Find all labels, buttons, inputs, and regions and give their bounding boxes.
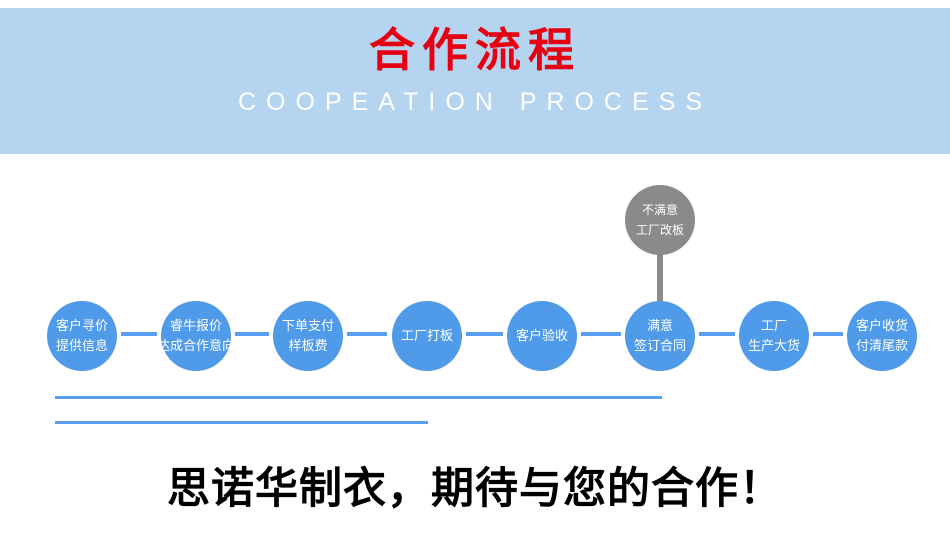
step-label-line2: 生产大货 [747, 338, 800, 353]
footer-headline: 思诺华制衣，期待与您的合作！ [167, 466, 783, 513]
step-label-line2: 样板费 [288, 338, 328, 353]
connector-line [813, 332, 843, 336]
banner-title: 合作流程 [369, 24, 581, 76]
step-label-line1: 客户验收 [515, 327, 568, 343]
step-label-line1: 工厂 [760, 317, 787, 333]
step-label-line1: 工厂打板 [400, 327, 453, 343]
flow-step-node-factory-sample: 工厂打板 [392, 301, 462, 371]
banner: 合作流程 COOPEATION PROCESS [0, 8, 950, 154]
reject-node-label-line2: 工厂改板 [635, 223, 684, 237]
step-label-line1: 下单支付 [281, 317, 334, 333]
flow-step-node-quote: 睿牛报价 达成合作意向 [157, 301, 235, 371]
accent-underline-long [55, 396, 662, 399]
flow-step-node-customer-check: 客户验收 [507, 301, 577, 371]
step-label-line1: 客户寻价 [55, 317, 108, 333]
flow-step-node-receive-pay-balance: 客户收货 付清尾款 [847, 301, 917, 371]
flow-step-node-sign-contract: 满意 签订合同 [625, 301, 695, 371]
connector-line [347, 332, 387, 336]
step-label-line1: 睿牛报价 [169, 317, 222, 333]
reject-rework-node: 不满意 工厂改板 [625, 185, 695, 255]
flow-step-node-order-payment: 下单支付 样板费 [273, 301, 343, 371]
flow-step-node-inquiry: 客户寻价 提供信息 [47, 301, 117, 371]
connector-line [235, 332, 269, 336]
connector-line [699, 332, 735, 336]
step-label-line2: 签订合同 [633, 338, 686, 353]
banner-subtitle: COOPEATION PROCESS [237, 88, 713, 117]
reject-branch-line [657, 254, 663, 302]
step-label-line1: 客户收货 [855, 317, 908, 333]
step-label-line2: 达成合作意向 [157, 338, 236, 353]
step-label-line2: 付清尾款 [855, 338, 908, 353]
step-label-line1: 满意 [646, 317, 673, 333]
step-label-line2: 提供信息 [55, 338, 108, 353]
flow-step-node-bulk-production: 工厂 生产大货 [739, 301, 809, 371]
connector-line [466, 332, 503, 336]
connector-line [121, 332, 157, 336]
reject-node-label-line1: 不满意 [641, 202, 678, 217]
accent-underline-short [55, 421, 428, 424]
connector-line [581, 332, 621, 336]
